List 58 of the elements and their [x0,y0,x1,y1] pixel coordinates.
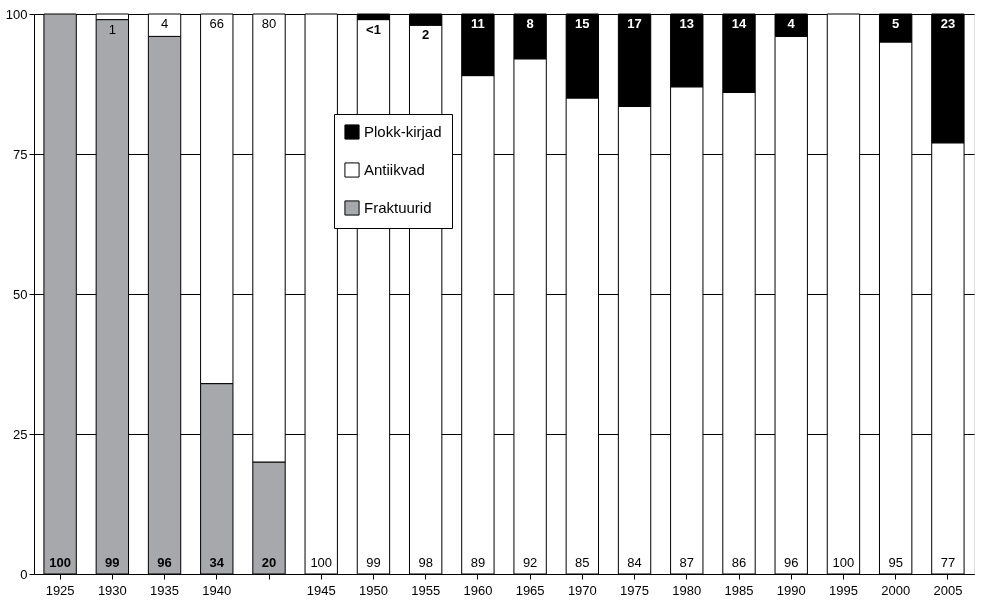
data-label: 15 [575,16,590,31]
x-tick-label: 1925 [45,582,75,598]
data-label: 17 [627,16,642,31]
x-tick-label: 1945 [306,582,336,598]
legend-label: Plokk-kirjad [364,123,442,140]
x-tick-label: 1990 [776,582,806,598]
data-label: 8 [526,16,534,31]
data-label: 99 [366,555,381,570]
x-tick-label: 1980 [672,582,702,598]
x-tick-label: 1955 [411,582,441,598]
data-label: 99 [105,555,120,570]
data-label: 98 [418,555,433,570]
data-label: 87 [679,555,695,570]
y-tick-label: 100 [5,6,28,22]
data-label: 80 [261,16,277,31]
data-label: 20 [261,555,277,570]
data-label: 95 [888,555,903,570]
x-tick-label: 1995 [828,582,858,598]
y-tick-label: 75 [13,146,28,162]
y-tick-label: 25 [13,426,28,442]
x-tick-label: 2000 [881,582,911,598]
data-label: 84 [627,555,642,570]
data-label: 100 [310,555,333,570]
data-label: 11 [471,16,485,31]
x-tick-label: 1970 [567,582,597,598]
data-label: 4 [787,16,796,31]
data-label: 89 [470,555,486,570]
y-tick-label: 50 [13,286,28,302]
data-label: 5 [892,16,900,31]
x-tick-label: 1985 [724,582,754,598]
data-label: <1 [366,21,381,37]
data-label: 66 [209,16,225,31]
data-label: 92 [522,555,538,570]
data-label: 100 [49,555,71,570]
data-label: 86 [731,555,747,570]
x-tick-label: 1950 [358,582,388,598]
data-label: 14 [731,16,747,31]
data-label: 96 [783,555,799,570]
legend-label: Fraktuurid [364,199,432,216]
data-label: 100 [832,555,855,570]
data-label: 2 [422,27,430,43]
data-label: 85 [575,555,590,570]
y-tick-label: 0 [20,566,28,582]
data-label: 96 [157,555,172,570]
x-tick-label: 1940 [202,582,232,598]
data-label: 1 [108,21,116,37]
x-tick-label: 1975 [620,582,650,598]
x-tick-label: 1960 [463,582,493,598]
data-label: 4 [160,16,169,31]
legend-label: Antiikvad [364,161,425,178]
x-tick-label: 1965 [515,582,545,598]
x-tick-label: 1930 [97,582,127,598]
x-tick-label: 2005 [933,582,963,598]
data-label: 23 [940,16,956,31]
data-label: 77 [940,555,956,570]
x-tick-label: 1935 [150,582,180,598]
data-label: 34 [209,555,225,570]
data-label: 13 [679,16,695,31]
